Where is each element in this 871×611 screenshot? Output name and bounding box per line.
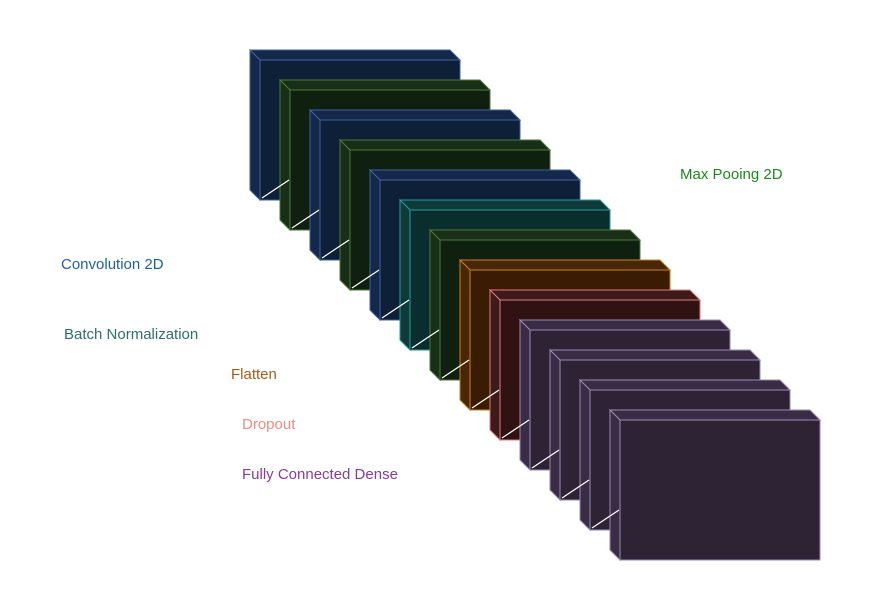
label-batch-normalization: Batch Normalization: [64, 326, 199, 343]
connector-line: [531, 449, 560, 469]
connector-line: [291, 209, 320, 229]
layer-side-face: [339, 138, 351, 292]
connector-line: [351, 269, 380, 289]
connector-line: [381, 299, 410, 319]
layer-top-face: [518, 319, 732, 331]
layer-top-face: [338, 139, 552, 151]
layer-side-face: [279, 78, 291, 232]
layer-side-face: [549, 348, 561, 502]
connector-line: [561, 479, 590, 499]
layer-side-face: [519, 318, 531, 472]
connector-line: [441, 359, 470, 379]
layer-top-face: [278, 79, 492, 91]
label-dropout: Dropout: [242, 416, 296, 433]
layer-side-face: [459, 258, 471, 412]
layer-top-face: [368, 169, 582, 181]
label-fully-connected-dense: Fully Connected Dense: [242, 466, 398, 483]
layer-side-face: [429, 228, 441, 382]
layer-side-face: [369, 168, 381, 322]
layer-top-face: [458, 259, 672, 271]
layer-top-face: [578, 379, 792, 391]
connector-line: [261, 179, 290, 199]
connector-line: [471, 389, 500, 409]
layer-side-face: [579, 378, 591, 532]
layer-top-face: [548, 349, 762, 361]
connector-line: [411, 329, 440, 349]
connector-line: [591, 509, 620, 529]
layer-side-face: [399, 198, 411, 352]
layer-top-face: [488, 289, 702, 301]
layer-side-face: [249, 48, 261, 202]
label-max-pooling: Max Pooing 2D: [680, 166, 783, 183]
layer-top-face: [248, 49, 462, 61]
label-flatten: Flatten: [231, 366, 277, 383]
layer-side-face: [609, 408, 621, 562]
layer-front-face: [619, 419, 821, 561]
layer-block-dense: [608, 408, 822, 562]
connector-line: [321, 239, 350, 259]
layer-top-face: [608, 409, 822, 421]
layer-side-face: [309, 108, 321, 262]
connector-line: [501, 419, 530, 439]
layer-top-face: [308, 109, 522, 121]
layer-side-face: [489, 288, 501, 442]
layer-top-face: [398, 199, 612, 211]
layer-top-face: [428, 229, 642, 241]
label-convolution: Convolution 2D: [61, 256, 164, 273]
